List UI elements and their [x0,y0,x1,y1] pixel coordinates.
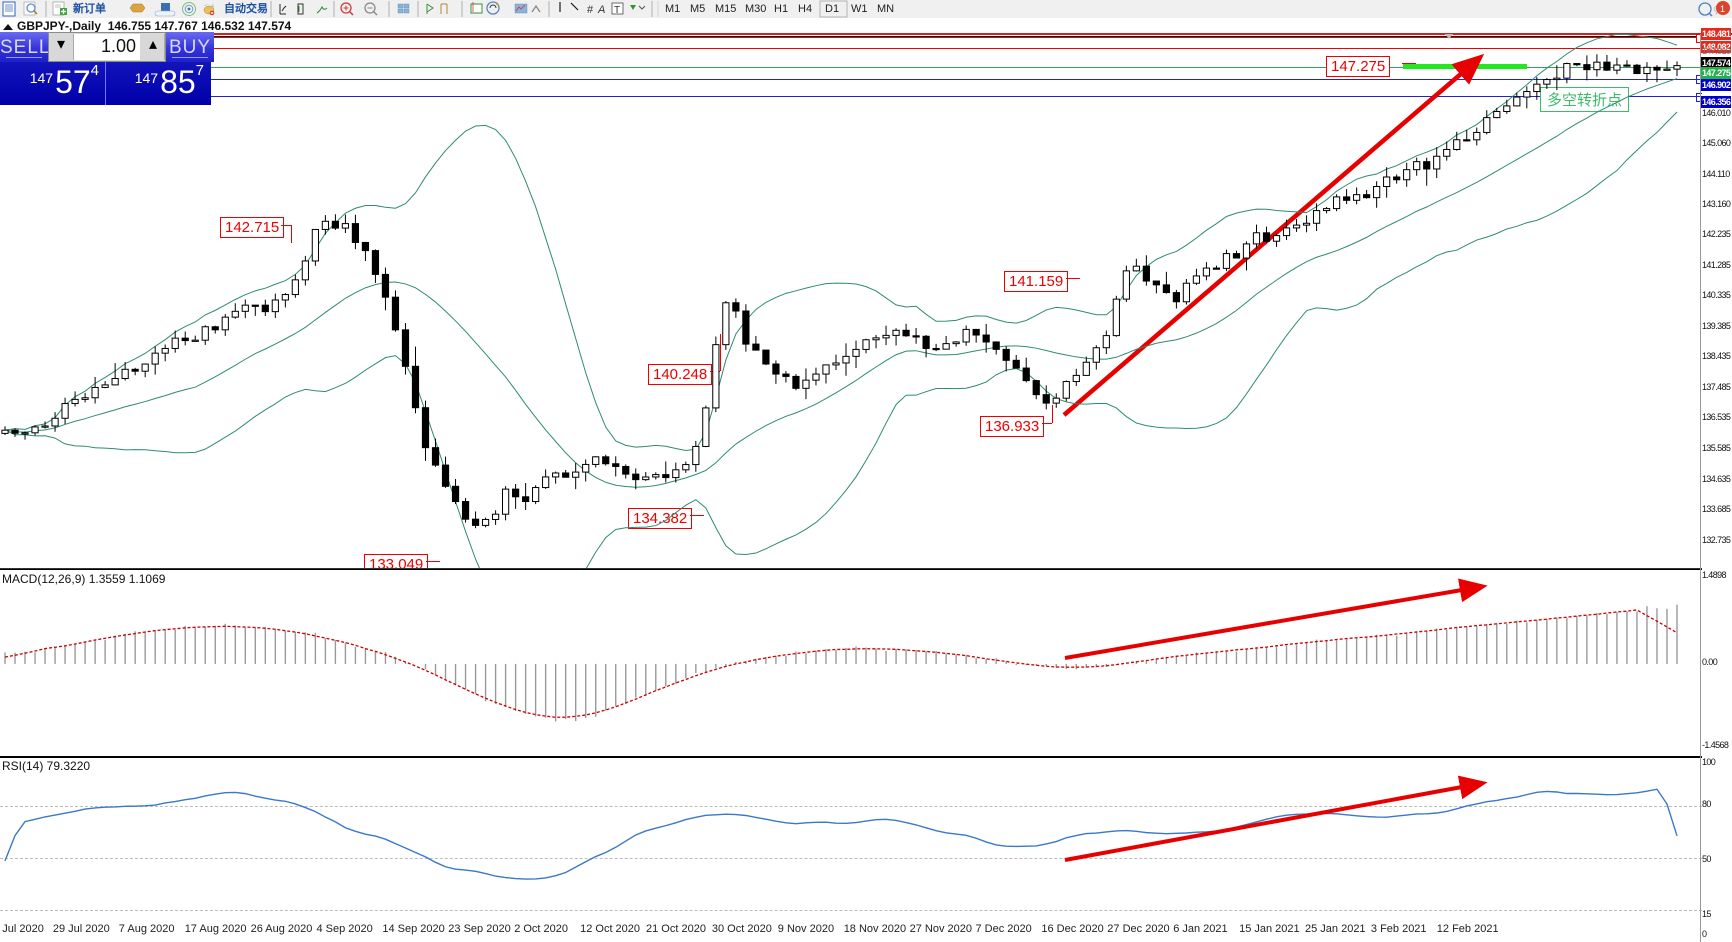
svg-text:H1: H1 [774,3,788,15]
svg-text:H4: H4 [798,3,812,15]
svg-text:M1: M1 [665,3,680,15]
svg-text:A: A [597,4,605,16]
svg-text:M5: M5 [690,3,705,15]
svg-text:MN: MN [877,3,894,15]
svg-text:自动交易: 自动交易 [224,1,268,15]
svg-text:W1: W1 [851,3,868,15]
svg-text:#: # [587,4,594,16]
svg-text:T: T [614,5,620,16]
svg-text:M15: M15 [715,3,736,15]
svg-text:M30: M30 [745,3,766,15]
svg-text:1: 1 [1720,4,1725,14]
svg-text:新订单: 新订单 [73,1,106,15]
svg-text:D1: D1 [825,3,839,15]
